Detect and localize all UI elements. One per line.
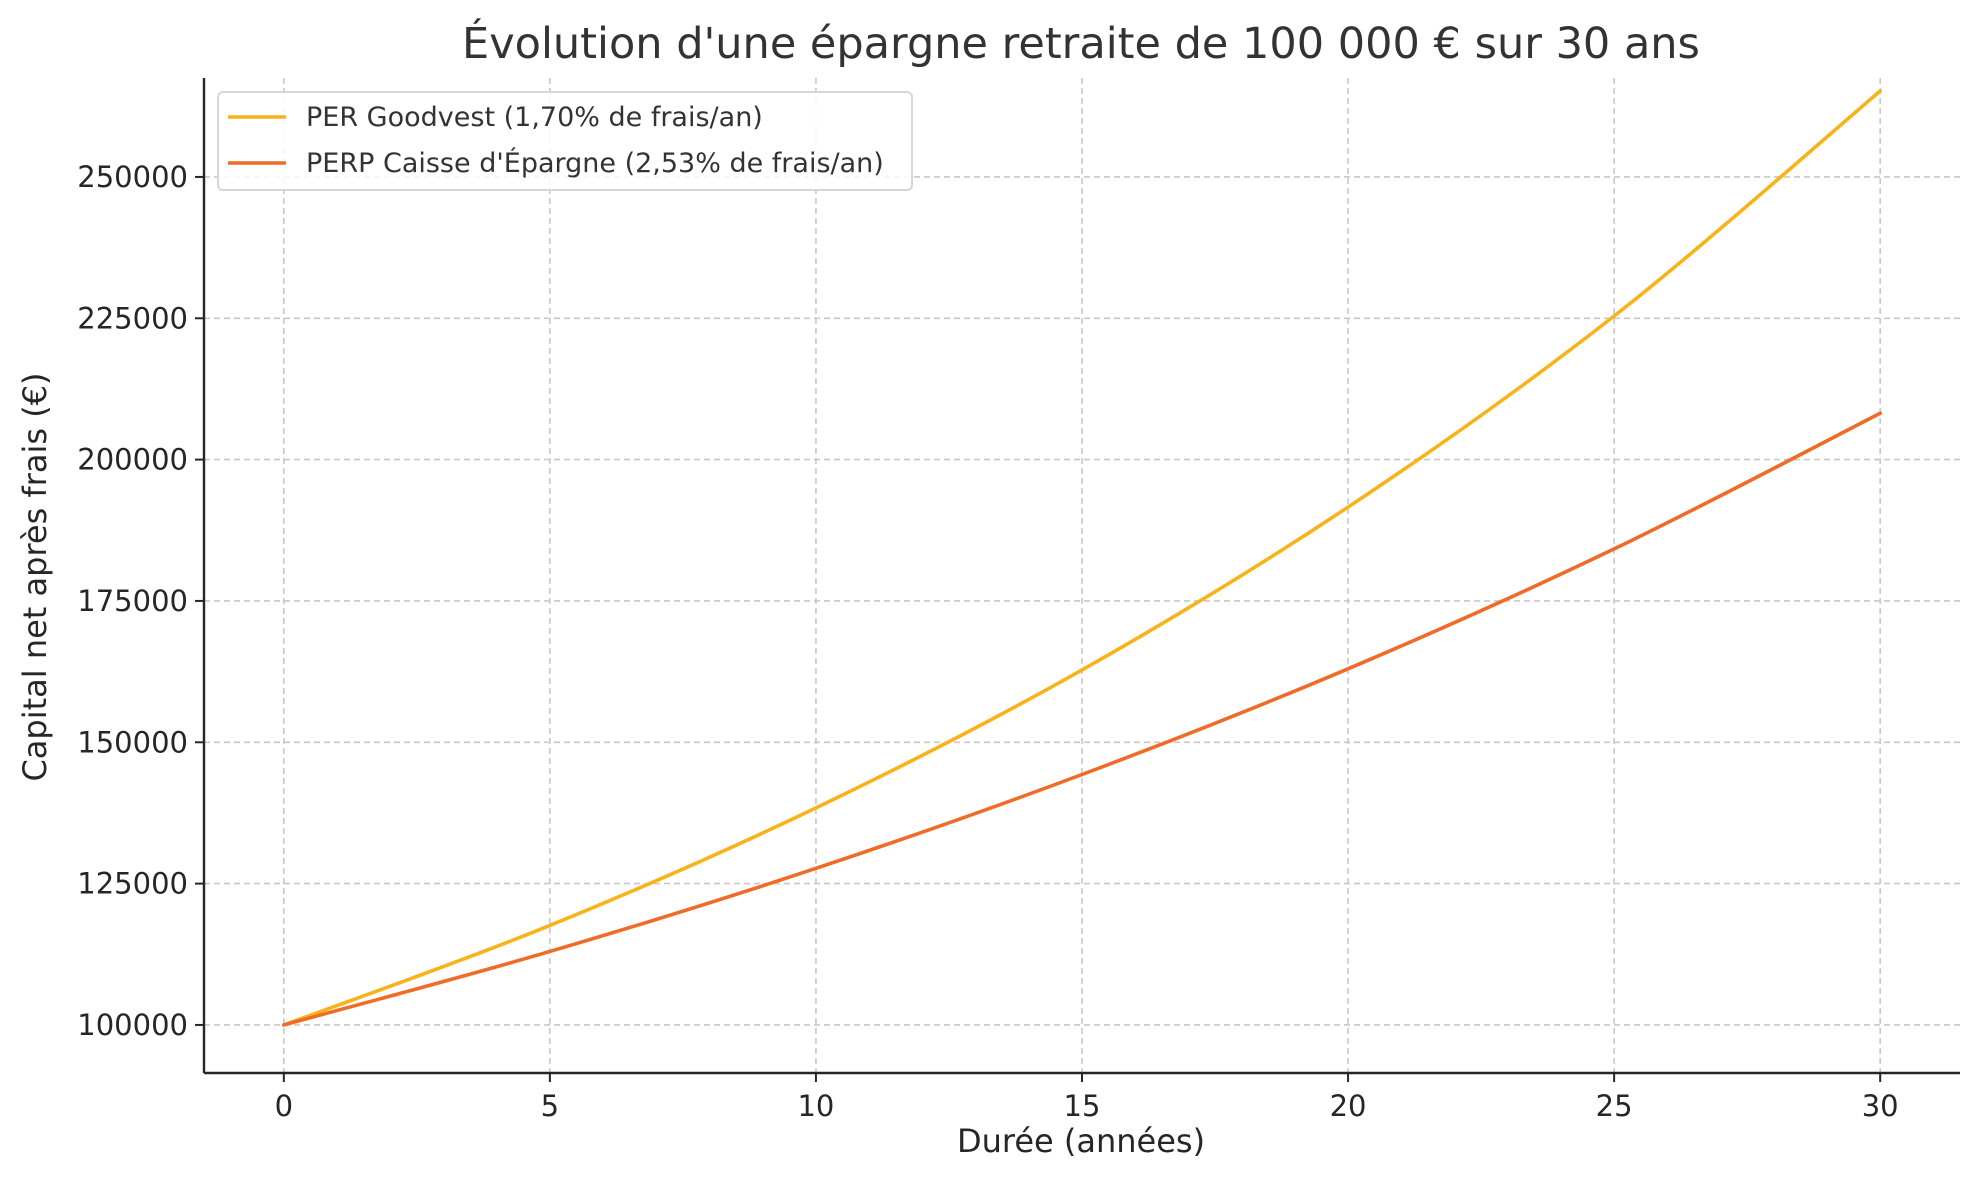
series-line-1 [282, 89, 1882, 1027]
series-line-2 [282, 411, 1882, 1027]
chart-title: Évolution d'une épargne retraite de 100 … [462, 18, 1700, 69]
chart-labels: Évolution d'une épargne retraite de 100 … [16, 18, 1700, 1160]
x-tick-label: 15 [1064, 1089, 1101, 1123]
y-tick-label: 175000 [77, 584, 188, 618]
x-tick-label: 0 [275, 1089, 293, 1123]
y-tick-label: 225000 [77, 301, 188, 335]
legend-label-1: PER Goodvest (1,70% de frais/an) [306, 102, 763, 133]
legend-box [217, 91, 913, 191]
y-axis-label: Capital net après frais (€) [16, 372, 54, 781]
legend: PER Goodvest (1,70% de frais/an) PERP Cai… [217, 91, 913, 191]
x-tick-label: 20 [1330, 1089, 1367, 1123]
x-axis-label: Durée (années) [957, 1122, 1205, 1160]
legend-label-2: PERP Caisse d'Épargne (2,53% de frais/an… [306, 147, 884, 179]
axes: 0 5 10 15 20 25 30 100000 125000 150000 175000 2000… [77, 78, 1960, 1123]
x-tick-label: 25 [1596, 1089, 1633, 1123]
y-tick-label: 125000 [77, 867, 188, 901]
x-tick-label: 30 [1862, 1089, 1899, 1123]
x-tick-label: 10 [797, 1089, 834, 1123]
series-lines [282, 89, 1882, 1027]
y-tick-label: 150000 [77, 725, 188, 759]
x-tick-label: 5 [541, 1089, 559, 1123]
grid [204, 78, 1960, 1073]
y-tick-label: 100000 [77, 1008, 188, 1042]
y-tick-label: 200000 [77, 443, 188, 477]
y-tick-label: 250000 [77, 160, 188, 194]
